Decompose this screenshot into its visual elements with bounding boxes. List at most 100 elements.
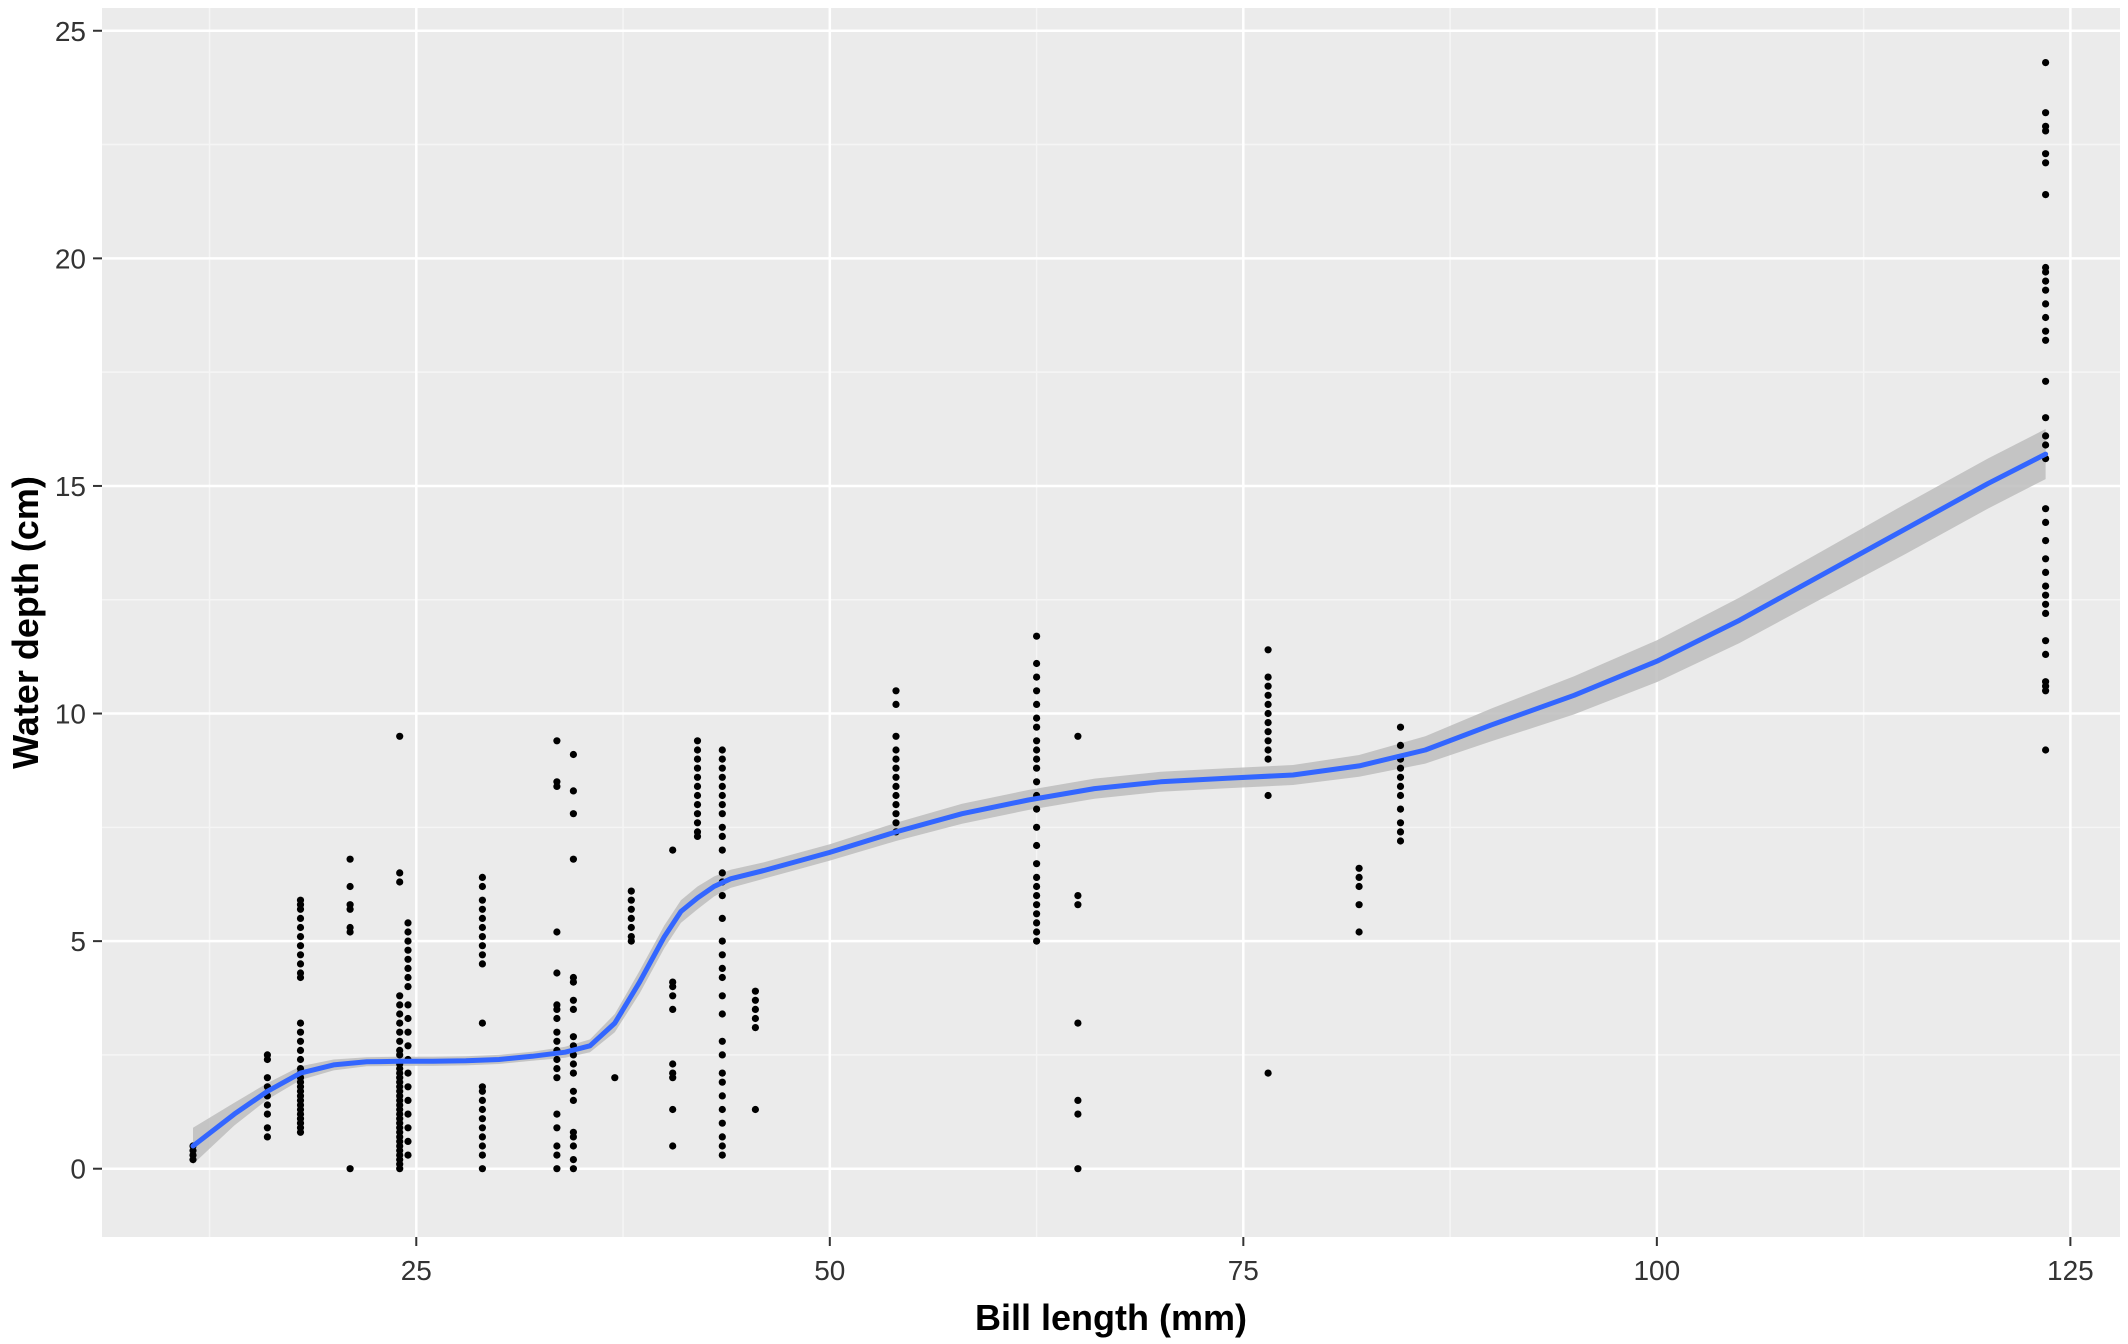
data-point: [718, 764, 726, 772]
data-point: [693, 782, 702, 791]
data-point: [478, 1133, 486, 1141]
data-point: [569, 1096, 578, 1104]
data-point: [693, 746, 702, 754]
data-point: [1264, 1069, 1272, 1077]
data-point: [627, 896, 635, 904]
data-point: [718, 801, 726, 809]
data-point: [2042, 109, 2050, 117]
data-point: [404, 946, 412, 954]
data-point: [718, 1142, 726, 1150]
x-tick-label: 125: [2047, 1255, 2094, 1286]
data-point: [2042, 150, 2050, 158]
data-point: [2042, 300, 2050, 308]
data-point: [404, 1069, 412, 1077]
data-point: [553, 1065, 561, 1073]
data-point: [346, 1165, 354, 1173]
data-point: [718, 951, 726, 959]
data-point: [478, 914, 486, 923]
data-point: [2042, 600, 2050, 608]
data-point: [892, 791, 900, 800]
data-point: [296, 1046, 305, 1054]
data-point: [718, 791, 726, 800]
data-point: [478, 933, 486, 941]
data-point: [478, 1165, 486, 1173]
data-point: [892, 810, 900, 818]
y-tick-label: 25: [55, 16, 86, 47]
data-point: [1396, 791, 1405, 800]
data-point: [478, 873, 486, 882]
data-point: [718, 810, 726, 818]
data-point: [2042, 122, 2050, 130]
data-point: [296, 923, 305, 932]
data-point: [396, 732, 404, 740]
data-point: [718, 1105, 726, 1114]
data-point: [892, 732, 900, 740]
data-point: [478, 1124, 486, 1132]
data-point: [1033, 919, 1041, 927]
data-point: [718, 846, 726, 854]
data-point: [346, 923, 354, 932]
data-point: [553, 928, 561, 936]
data-point: [1033, 632, 1041, 640]
data-point: [263, 1110, 271, 1118]
data-point: [718, 1037, 726, 1045]
data-point: [1264, 691, 1272, 699]
data-point: [751, 1005, 760, 1014]
y-tick-label: 5: [70, 926, 86, 957]
data-point: [296, 951, 305, 959]
data-point: [1074, 1019, 1082, 1027]
minor-gridlines: [102, 8, 2120, 1237]
smooth-trend-line: [190, 451, 2049, 1149]
data-point: [1396, 837, 1405, 845]
data-point: [1264, 719, 1272, 727]
data-point: [569, 1156, 578, 1164]
data-point: [693, 755, 702, 763]
y-tick-label: 15: [55, 471, 86, 502]
data-point: [669, 992, 677, 1000]
data-point: [404, 1151, 412, 1159]
data-point: [553, 969, 561, 977]
data-point: [396, 992, 404, 1000]
data-point: [1033, 841, 1041, 850]
y-tick-label: 10: [55, 699, 86, 730]
data-point: [296, 1055, 305, 1064]
data-point: [2042, 159, 2050, 167]
x-axis-ticks: 25 50 75 100 125: [401, 1237, 2094, 1286]
data-point: [627, 905, 635, 913]
data-point: [693, 819, 702, 827]
data-point: [1264, 728, 1272, 736]
data-point: [404, 1083, 412, 1091]
data-point: [396, 1019, 404, 1027]
data-point: [404, 955, 412, 963]
data-point: [569, 1165, 578, 1173]
data-point: [553, 1028, 561, 1036]
data-point: [1355, 873, 1363, 882]
data-point: [693, 801, 702, 809]
data-point: [1033, 755, 1041, 763]
data-point: [627, 914, 635, 923]
data-point: [404, 1096, 412, 1104]
data-point: [669, 1005, 677, 1014]
data-point: [611, 1074, 619, 1082]
data-point: [1396, 828, 1405, 836]
y-tick-label: 0: [70, 1154, 86, 1185]
data-point: [1033, 873, 1041, 882]
data-point: [263, 1124, 271, 1132]
data-point: [569, 1060, 578, 1068]
data-point: [1074, 901, 1082, 909]
data-point: [2042, 313, 2050, 322]
data-point: [396, 1046, 404, 1054]
data-point: [892, 746, 900, 754]
data-point: [2042, 678, 2050, 686]
data-point: [296, 969, 305, 977]
data-point: [718, 964, 726, 973]
data-point: [718, 755, 726, 763]
data-point: [892, 700, 900, 709]
data-point: [751, 996, 760, 1004]
data-point: [718, 914, 726, 923]
data-point: [2042, 263, 2050, 272]
data-point: [751, 1024, 760, 1032]
data-point: [404, 1124, 412, 1132]
x-tick-label: 75: [1228, 1255, 1259, 1286]
data-point: [2042, 591, 2050, 599]
